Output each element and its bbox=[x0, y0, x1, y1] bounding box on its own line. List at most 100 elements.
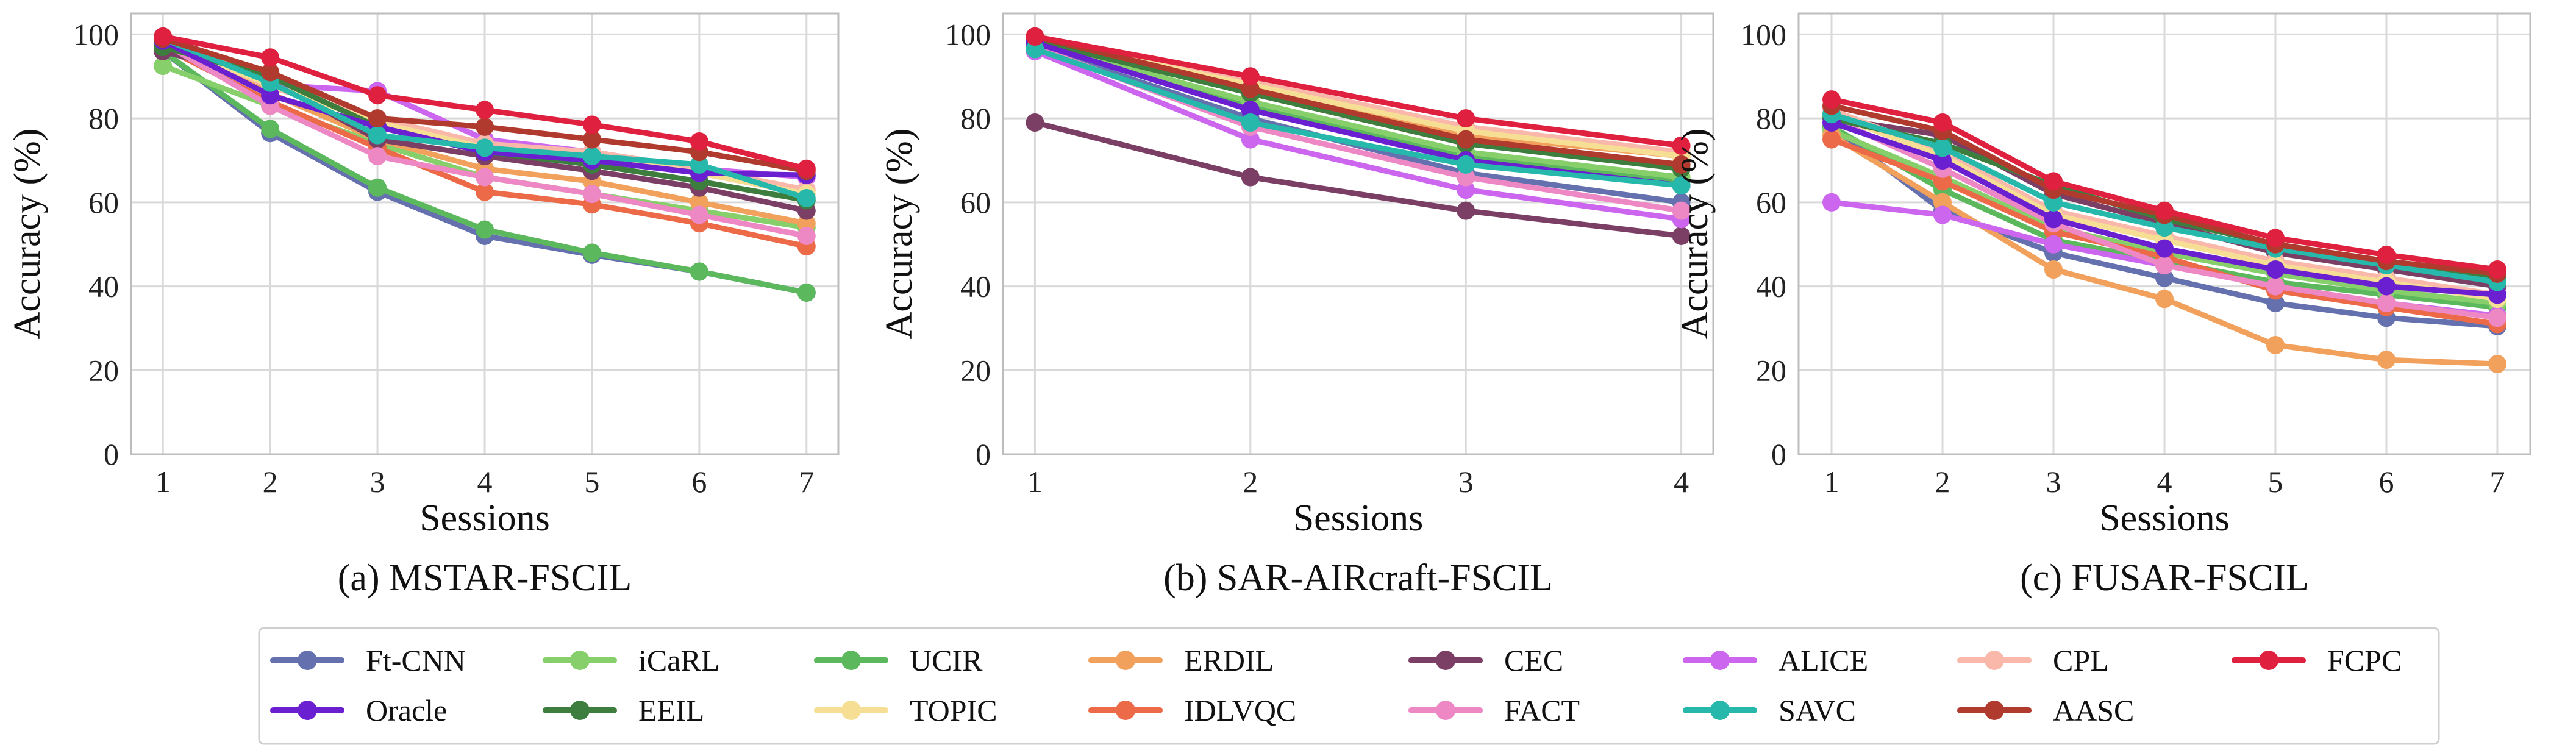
x-tick-label: 3 bbox=[1458, 465, 1474, 499]
legend-label: FCPC bbox=[2327, 643, 2402, 677]
legend-label: TOPIC bbox=[910, 693, 997, 727]
x-tick-label: 1 bbox=[1027, 465, 1043, 499]
y-tick-label: 20 bbox=[1756, 353, 1786, 387]
data-point-savc bbox=[476, 138, 494, 157]
y-tick-label: 100 bbox=[1741, 17, 1786, 51]
legend-marker bbox=[1985, 701, 2004, 720]
legend-label: ERDIL bbox=[1184, 643, 1274, 677]
series-line-savc bbox=[1032, 46, 1685, 188]
x-axis-title: Sessions bbox=[2099, 498, 2230, 539]
data-point-fact bbox=[797, 226, 816, 245]
x-tick-label: 7 bbox=[799, 465, 814, 499]
data-point-aasc bbox=[368, 109, 387, 128]
y-tick-label: 100 bbox=[945, 17, 991, 51]
data-point-ft-cnn bbox=[2155, 268, 2174, 287]
legend-item-oracle: Oracle bbox=[270, 693, 447, 727]
data-point-aasc bbox=[1457, 130, 1475, 149]
data-point-fcpc bbox=[1672, 136, 1691, 155]
series-erdil bbox=[1822, 126, 2506, 373]
legend-item-topic: TOPIC bbox=[814, 693, 997, 727]
data-point-alice bbox=[1933, 205, 1952, 224]
data-point-fact bbox=[582, 185, 601, 204]
data-point-savc bbox=[368, 126, 387, 145]
data-point-savc bbox=[690, 155, 708, 174]
data-point-fcpc bbox=[261, 48, 280, 67]
y-tick-label: 40 bbox=[960, 269, 991, 304]
data-point-oracle bbox=[2155, 239, 2174, 258]
data-point-fact bbox=[476, 168, 494, 187]
data-point-savc bbox=[1672, 176, 1691, 195]
data-point-fcpc bbox=[476, 101, 494, 120]
legend-marker bbox=[570, 701, 590, 720]
legend-marker bbox=[841, 701, 861, 720]
series-savc bbox=[154, 29, 816, 207]
legend-marker bbox=[1436, 651, 1455, 670]
y-tick-label: 80 bbox=[960, 101, 991, 135]
legend-item-idlvqc: IDLVQC bbox=[1088, 693, 1296, 727]
series-fcpc bbox=[154, 27, 816, 178]
series-line-cec bbox=[1032, 120, 1685, 239]
y-axis-title: Accuracy (%) bbox=[7, 129, 48, 340]
legend-item-eeil: EEIL bbox=[543, 693, 704, 727]
x-tick-label: 6 bbox=[2379, 465, 2394, 499]
data-point-oracle bbox=[261, 86, 280, 105]
legend-marker bbox=[1710, 651, 1730, 670]
x-tick-label: 3 bbox=[2046, 465, 2061, 499]
data-point-fact bbox=[2377, 294, 2396, 313]
legend-marker bbox=[1710, 701, 1730, 720]
legend-item-alice: ALICE bbox=[1683, 643, 1868, 677]
chart-caption: (c) FUSAR-FSCIL bbox=[2020, 557, 2309, 599]
legend-label: CPL bbox=[2053, 643, 2109, 677]
legend-label: iCaRL bbox=[638, 643, 719, 677]
x-tick-label: 1 bbox=[155, 465, 171, 499]
legend-marker bbox=[1436, 701, 1455, 720]
data-point-fact bbox=[690, 205, 708, 224]
series-fcpc bbox=[1026, 27, 1691, 155]
data-point-oracle bbox=[2377, 277, 2396, 296]
data-point-fcpc bbox=[154, 27, 173, 46]
data-point-alice bbox=[2044, 235, 2063, 254]
y-tick-label: 40 bbox=[88, 269, 119, 304]
data-point-fact bbox=[368, 147, 387, 166]
chart-panel-3: 0 20 40 60 80 100 1 2 3 4 5 6 7 Sessions Accuracy (%) (… bbox=[1674, 12, 2531, 599]
data-point-idlvqc bbox=[1933, 172, 1952, 191]
data-point-fcpc bbox=[2266, 229, 2285, 248]
chart-caption: (a) MSTAR-FSCIL bbox=[338, 557, 632, 599]
data-point-fcpc bbox=[1241, 67, 1260, 86]
legend-marker bbox=[298, 651, 317, 670]
legend-marker bbox=[1116, 651, 1135, 670]
plot-frame bbox=[1797, 12, 2531, 455]
legend-label: CEC bbox=[1504, 643, 1563, 677]
data-point-fcpc bbox=[2044, 172, 2063, 191]
legend-item-aasc: AASC bbox=[1957, 693, 2134, 727]
data-point-erdil bbox=[2377, 351, 2396, 369]
x-tick-label: 3 bbox=[370, 465, 385, 499]
data-point-fcpc bbox=[1026, 27, 1044, 46]
legend-marker bbox=[1116, 701, 1135, 720]
data-point-alice bbox=[1241, 130, 1260, 149]
data-point-fcpc bbox=[1933, 113, 1952, 132]
data-point-fcpc bbox=[368, 86, 387, 105]
series-line-eeil bbox=[1032, 38, 1685, 172]
x-tick-label: 2 bbox=[263, 465, 278, 499]
data-point-erdil bbox=[2155, 290, 2174, 309]
data-point-idlvqc bbox=[476, 182, 494, 201]
y-tick-label: 0 bbox=[104, 437, 119, 471]
legend-item-savc: SAVC bbox=[1683, 693, 1856, 727]
data-point-ucir bbox=[476, 220, 494, 239]
data-point-idlvqc bbox=[1822, 130, 1841, 149]
data-point-oracle bbox=[2488, 285, 2506, 304]
data-point-fcpc bbox=[797, 159, 816, 178]
data-point-aasc bbox=[1241, 79, 1260, 98]
data-point-icarl bbox=[154, 57, 173, 76]
legend-item-cec: CEC bbox=[1408, 643, 1563, 677]
legend-label: Ft-CNN bbox=[366, 643, 466, 677]
y-tick-label: 80 bbox=[88, 101, 119, 135]
data-point-ucir bbox=[797, 283, 816, 302]
y-tick-label: 100 bbox=[73, 17, 119, 51]
data-point-aasc bbox=[582, 130, 601, 149]
data-point-fcpc bbox=[2377, 245, 2396, 264]
x-tick-label: 4 bbox=[1674, 465, 1689, 499]
x-tick-label: 7 bbox=[2490, 465, 2505, 499]
x-axis-title: Sessions bbox=[419, 498, 550, 539]
